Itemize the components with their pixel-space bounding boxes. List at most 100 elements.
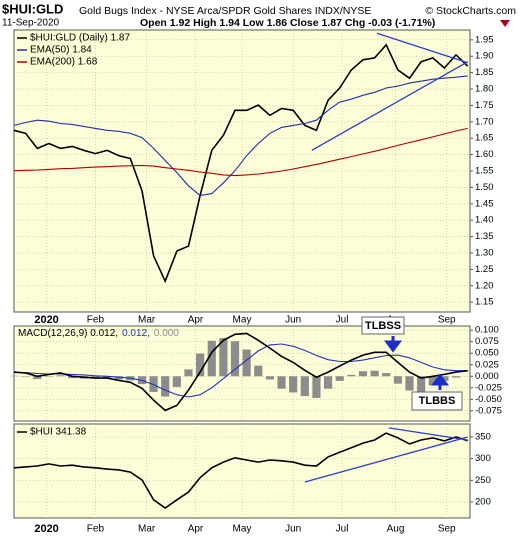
panels: 2020 Feb Mar Apr May Jun Jul Aug Sep 1.15 1.20 1.25… (9, 29, 502, 535)
line-series (13, 332, 468, 412)
legend-entry: EMA(200) 1.68 (30, 57, 98, 68)
annotation-arrow (384, 336, 402, 353)
y-tick-label: 1.80 (475, 84, 494, 95)
y-tick-label: 1.65 (475, 133, 494, 144)
y-tick-label: 1.20 (475, 280, 494, 291)
y-tick-label: 300 (475, 453, 491, 464)
y-tick-label: 1.55 (475, 166, 494, 177)
y-tick-label: 0.025 (475, 359, 499, 370)
x-tick-label: Apr (188, 524, 204, 535)
histogram-bar (300, 376, 309, 397)
date: 11-Sep-2020 (2, 18, 60, 29)
histogram-bar (254, 365, 263, 377)
histogram-bar (33, 376, 42, 380)
y-tick-label: 250 (475, 475, 491, 486)
y-tick-label: 200 (475, 496, 491, 507)
x-tick-label: 2020 (34, 523, 58, 535)
x-tick-label: Apr (188, 315, 204, 326)
histogram-bar (417, 376, 426, 392)
x-tick-label: Sep (438, 524, 456, 535)
histogram-bar (347, 374, 356, 377)
y-tick-label: 1.40 (475, 215, 494, 226)
y-tick-label: 1.35 (475, 231, 494, 242)
line-series (14, 343, 468, 398)
y-tick-label: 1.70 (475, 116, 494, 127)
y-tick-label: 1.25 (475, 264, 494, 275)
x-tick-label: Sep (438, 315, 456, 326)
y-tick-label: 1.75 (475, 100, 494, 111)
histogram-bar (102, 376, 112, 379)
annotation-tlbbs: TLBBS (411, 373, 463, 411)
line-series (13, 432, 468, 509)
histogram-bar (56, 375, 65, 377)
y-tick-label: 1.45 (475, 198, 494, 209)
histogram-bar (428, 376, 437, 386)
histogram-bar (440, 376, 449, 381)
histogram-bar (172, 376, 181, 387)
x-tick-label: May (233, 315, 252, 326)
trendline (376, 32, 468, 64)
y-tick-label: 1.30 (475, 247, 494, 258)
source: © StockCharts.com (425, 5, 516, 17)
histogram-bar (358, 371, 368, 377)
x-tick-label: Aug (387, 524, 405, 535)
y-tick-label: 0.000 (475, 371, 499, 382)
annotation-tlbss: TLBSS (361, 316, 405, 353)
chart-subtitle: Gold Bugs Index - NYSE Arca/SPDR Gold Sh… (79, 5, 371, 17)
quote: Open 1.92 High 1.94 Low 1.86 Close 1.87 … (140, 17, 435, 29)
histogram-bar (335, 376, 344, 381)
legend-entry: $HUI:GLD (Daily) 1.87 (30, 33, 130, 44)
annotation-box (361, 316, 405, 335)
x-tick-label: Mar (138, 524, 156, 535)
histogram-bar (68, 376, 77, 379)
x-tick-label: May (233, 524, 252, 535)
legend-entry: 0.012, (122, 328, 150, 339)
chart-title: $HUI:GLD (2, 1, 63, 16)
histogram-bar (161, 376, 170, 397)
histogram-bar (114, 376, 123, 380)
y-tick-label: 350 (475, 432, 491, 443)
x-tick-label: Jun (285, 315, 301, 326)
histogram-bar (382, 373, 391, 377)
histogram-bar (184, 369, 193, 377)
annotation-box (411, 391, 463, 411)
y-tick-label: -0.075 (475, 405, 502, 416)
histogram-bar (451, 376, 461, 378)
x-tick-label: Jul (336, 315, 349, 326)
plot-area (13, 423, 471, 519)
legend-entry: 0.000 (154, 328, 179, 339)
plot-area (13, 325, 471, 422)
y-tick-label: 0.075 (475, 336, 499, 347)
trendline (304, 436, 468, 483)
histogram-bar (370, 370, 379, 377)
y-tick-label: 1.50 (475, 182, 494, 193)
histogram-bar (219, 337, 228, 377)
y-tick-label: 1.85 (475, 67, 494, 78)
y-tick-label: 0.100 (475, 325, 499, 336)
y-tick-label: 1.90 (475, 51, 494, 62)
line-series (13, 127, 468, 177)
y-tick-label: 1.15 (475, 297, 494, 308)
histogram-bar (242, 349, 251, 377)
y-tick-label: -0.025 (475, 382, 502, 393)
x-tick-label: Feb (87, 315, 105, 326)
histogram-bar (289, 376, 298, 393)
annotation-text: TLBSS (365, 320, 401, 332)
y-tick-label: 1.60 (475, 149, 494, 160)
y-tick-label: 0.050 (475, 348, 499, 359)
legend-entry: MACD(12,26,9) 0.012, (18, 328, 118, 339)
histogram-bar (312, 376, 321, 398)
x-tick-label: Feb (87, 524, 105, 535)
annotation-arrow (431, 373, 449, 390)
down-indicator (500, 20, 510, 27)
histogram-bar (265, 376, 274, 380)
legend-entry: EMA(50) 1.84 (30, 45, 92, 56)
x-tick-label: Jun (285, 524, 301, 535)
histogram-bar (230, 341, 240, 377)
line-series (13, 43, 469, 284)
x-tick-label: Jul (336, 524, 349, 535)
annotation-text: TLBBS (419, 395, 456, 407)
histogram-bar (324, 376, 333, 389)
histogram-bar (207, 340, 216, 377)
